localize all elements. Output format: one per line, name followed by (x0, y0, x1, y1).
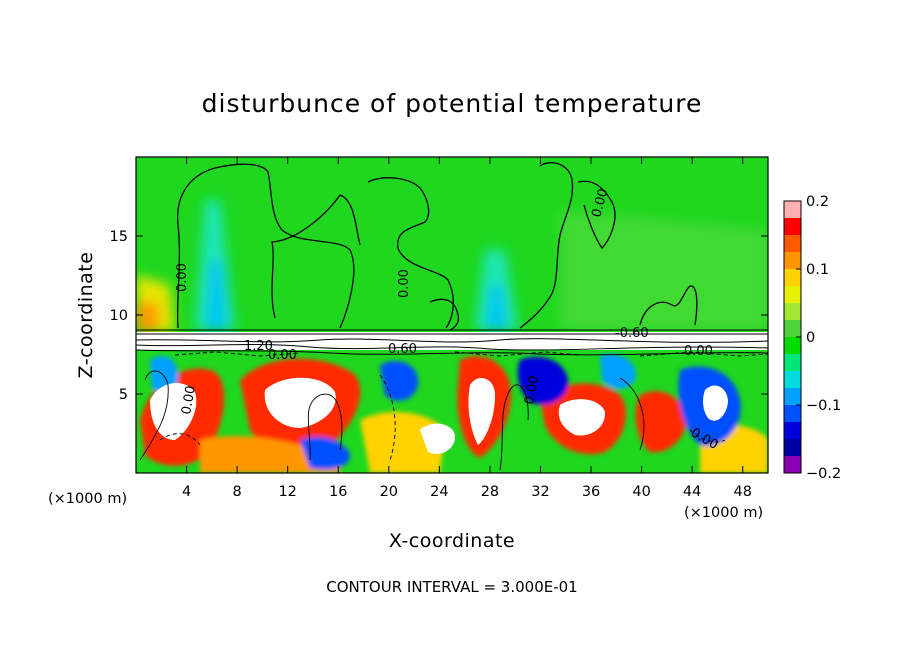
cyan-plume-2b (485, 285, 508, 330)
contour-label: 1.20 (244, 339, 273, 354)
colorbar-swatch (784, 269, 801, 287)
warm-eddy-5 (635, 391, 686, 453)
x-tick-label: 16 (329, 484, 347, 500)
cold-eddy-6 (300, 436, 350, 470)
contour-labels: 0.00 0.00 0.00 0.00 0.60 -0.60 1.20 0.00… (175, 187, 721, 453)
colorbar-swatch (784, 201, 801, 219)
plot-area (136, 157, 768, 473)
y-tick-label: 5 (119, 387, 128, 403)
colorbar-tick-label: 0.2 (806, 194, 829, 210)
colorbar-swatch (784, 405, 801, 423)
colorbar-swatch (784, 422, 801, 440)
contour-label: 0.00 (397, 269, 412, 298)
contour-label: 0.00 (684, 344, 713, 359)
contour-label: 0.00 (589, 187, 611, 219)
colorbar-swatch (784, 354, 801, 372)
contour-interval-note: CONTOUR INTERVAL = 3.000E-01 (326, 578, 577, 596)
contour-label: 0.00 (175, 263, 190, 292)
x-unit-left: (×1000 m) (48, 491, 127, 507)
colorbar-tick-label: 0.1 (806, 262, 829, 278)
contour-label: 0.00 (179, 385, 199, 416)
x-axis: 4 8 12 16 20 24 28 32 36 40 44 48 (182, 157, 752, 500)
y-axis-label: Z-coordinate (75, 252, 97, 379)
cold-eddy-1 (380, 361, 419, 401)
white-regions (150, 377, 728, 455)
x-tick-label: 48 (733, 484, 751, 500)
y-tick-label: 10 (110, 308, 128, 324)
x-unit-right: (×1000 m) (684, 505, 763, 521)
lower-contours (139, 370, 726, 471)
colorbar-swatch (784, 286, 801, 304)
colorbar-swatch (784, 303, 801, 321)
cold-eddy-2 (517, 356, 569, 405)
pale-green-band (560, 210, 768, 330)
x-tick-label: 36 (582, 484, 600, 500)
contour-label: 0.00 (522, 375, 542, 406)
x-tick-label: 28 (481, 484, 499, 500)
cold-eddy-5 (600, 353, 636, 389)
x-tick-label: 12 (278, 484, 296, 500)
x-tick-label: 40 (632, 484, 650, 500)
x-tick-label: 44 (683, 484, 701, 500)
colorbar-swatch (784, 235, 801, 253)
colorbar-swatch (784, 371, 801, 389)
x-tick-label: 32 (531, 484, 549, 500)
colorbar-swatch (784, 320, 801, 338)
x-axis-label: X-coordinate (389, 530, 515, 552)
colorbar-tick-label: 0 (806, 330, 815, 346)
contour-label: 0.00 (268, 348, 297, 363)
colorbar-swatch (784, 456, 801, 474)
cyan-plume-1b (205, 260, 228, 330)
x-tick-label: 8 (233, 484, 242, 500)
contour-label: -0.60 (615, 326, 649, 341)
colorbar-swatch (784, 252, 801, 270)
colorbar-swatch (784, 337, 801, 355)
colorbar-swatch (784, 218, 801, 236)
warm-patch-left-2 (136, 300, 160, 332)
contour-label: 0.60 (388, 342, 417, 357)
x-tick-label: 24 (430, 484, 448, 500)
colorbar: 0.2 0.1 0 −0.1 −0.2 (783, 194, 841, 482)
inversion-contours (136, 329, 768, 357)
x-tick-label: 4 (182, 484, 191, 500)
x-tick-label: 20 (380, 484, 398, 500)
upper-contours (176, 162, 698, 331)
y-axis: 5 10 15 (110, 229, 768, 403)
colorbar-swatch (784, 388, 801, 406)
colorbar-swatch (784, 439, 801, 457)
y-tick-label: 15 (110, 229, 128, 245)
chart-title: disturbunce of potential temperature (202, 89, 703, 118)
colorbar-tick-label: −0.2 (806, 466, 841, 482)
orange-band-1 (200, 436, 340, 473)
colorbar-tick-label: −0.1 (806, 398, 841, 414)
